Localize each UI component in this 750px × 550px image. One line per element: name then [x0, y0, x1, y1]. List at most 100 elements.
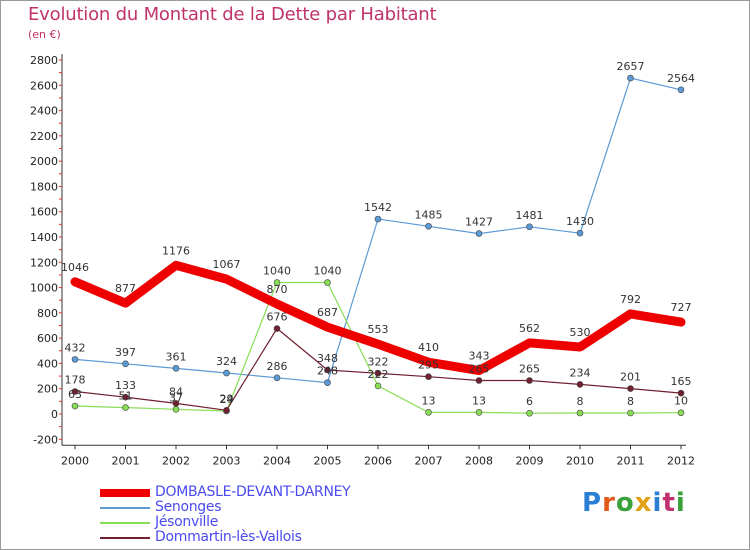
data-point [374, 369, 382, 377]
data-point [526, 409, 533, 417]
y-tick-label: 2600 [30, 79, 58, 92]
data-label: 792 [620, 293, 641, 306]
legend-swatch [100, 536, 150, 539]
data-point [122, 360, 129, 368]
y-tick-label: 400 [37, 357, 58, 370]
y-tick-label: 2200 [30, 130, 58, 143]
logo-letter: P [582, 488, 603, 518]
data-label: 727 [671, 301, 692, 314]
data-point [526, 223, 533, 231]
legend-label: Senonges [155, 499, 222, 515]
data-label: 133 [115, 379, 136, 392]
x-tick-label: 2006 [364, 454, 392, 467]
data-label: 877 [115, 282, 136, 295]
data-label: 84 [169, 385, 183, 398]
legend-swatch [100, 488, 150, 497]
data-label: 324 [216, 355, 237, 368]
data-label: 1430 [566, 215, 594, 228]
data-label: 343 [469, 350, 490, 363]
data-point [324, 379, 331, 386]
data-label: 1176 [162, 244, 190, 257]
data-point [576, 229, 584, 237]
data-label: 24 [220, 393, 234, 406]
data-point [627, 385, 634, 392]
data-point [677, 86, 685, 94]
data-point [273, 279, 281, 286]
data-point [475, 409, 483, 416]
data-label: 222 [368, 368, 389, 381]
data-label: 1067 [213, 258, 241, 271]
data-label: 410 [418, 341, 439, 354]
data-label: 432 [65, 341, 86, 354]
data-label: 13 [472, 394, 486, 407]
y-tick-label: 1400 [30, 231, 58, 244]
legend-swatch [100, 521, 150, 524]
data-label: 1040 [263, 265, 291, 278]
data-point [71, 388, 79, 395]
logo-letter: t [662, 488, 676, 518]
data-point [273, 374, 281, 382]
data-label: 348 [317, 352, 338, 365]
data-label: 165 [671, 375, 692, 388]
proxiti-logo: Proxiti [582, 488, 686, 518]
logo-letter: i [675, 488, 686, 518]
x-tick-label: 2009 [516, 454, 544, 467]
data-point [627, 409, 634, 417]
legend-label: DOMBASLE-DEVANT-DARNEY [155, 484, 351, 500]
series-line-0 [70, 260, 686, 376]
y-tick-label: 1000 [30, 282, 58, 295]
x-tick-label: 2011 [617, 454, 645, 467]
y-tick-label: -200 [33, 433, 58, 446]
data-point [223, 407, 230, 414]
data-point [576, 409, 584, 417]
x-tick-label: 2000 [61, 454, 89, 467]
data-label: 234 [570, 366, 591, 379]
data-label: 265 [469, 362, 490, 375]
x-tick-label: 2012 [667, 454, 695, 467]
logo-letter: i [652, 488, 663, 518]
data-label: 8 [627, 395, 634, 408]
data-labels: 1046 877 1176 1067 870 687 553 410 343 562 530 792 7… [61, 60, 695, 408]
x-tick-label: 2001 [112, 454, 140, 467]
data-point [425, 222, 432, 230]
data-label: 1542 [364, 201, 392, 214]
data-label: 6 [526, 395, 533, 408]
data-label: 553 [368, 323, 389, 336]
data-label: 322 [368, 355, 389, 368]
data-label: 265 [519, 362, 540, 375]
data-label: 1046 [61, 261, 89, 274]
y-tick-label: 2800 [30, 54, 58, 67]
data-point [677, 409, 685, 417]
legend-item: DOMBASLE-DEVANT-DARNEY [100, 484, 351, 500]
legend-item: Senonges [100, 499, 350, 515]
data-point [324, 366, 331, 374]
data-label: 687 [317, 306, 338, 319]
x-tick-label: 2007 [415, 454, 443, 467]
logo-letter: o [615, 488, 635, 518]
legend-swatch [100, 506, 150, 509]
data-point [374, 382, 382, 390]
data-label: 530 [570, 326, 591, 339]
data-label: 13 [422, 394, 436, 407]
y-tick-label: 2400 [30, 105, 58, 118]
data-label: 63 [68, 388, 82, 401]
data-point [475, 377, 483, 384]
y-tick-label: 2000 [30, 155, 58, 168]
data-label: 178 [65, 373, 86, 386]
data-point [576, 381, 584, 388]
data-point [425, 373, 432, 381]
data-point [425, 409, 432, 416]
y-tick-label: 1800 [30, 180, 58, 193]
data-label: 1040 [314, 265, 342, 278]
y-tick-label: 1600 [30, 206, 58, 219]
data-label: 248 [317, 365, 338, 378]
data-label: 286 [267, 360, 288, 373]
data-label: 1427 [465, 216, 493, 229]
y-tick-label: 600 [37, 332, 58, 345]
legend-label: Jésonville [155, 514, 219, 530]
legend-label: Dommartin-lès-Vallois [155, 529, 302, 545]
data-label: 10 [674, 395, 688, 408]
data-label: 37 [169, 391, 183, 404]
